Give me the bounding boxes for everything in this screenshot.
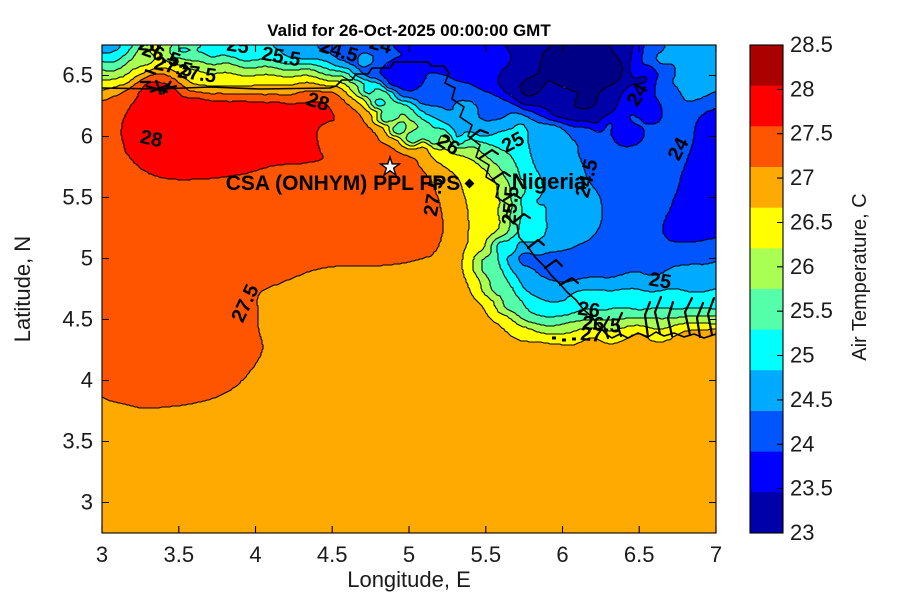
svg-text:6.5: 6.5 bbox=[62, 63, 93, 88]
svg-text:26: 26 bbox=[137, 33, 161, 57]
svg-text:Longitude, E: Longitude, E bbox=[347, 567, 471, 592]
svg-text:6: 6 bbox=[81, 124, 93, 149]
svg-text:28: 28 bbox=[790, 76, 814, 101]
svg-text:3.5: 3.5 bbox=[62, 429, 93, 454]
svg-text:28: 28 bbox=[138, 126, 164, 152]
svg-text:27.5: 27.5 bbox=[790, 121, 833, 146]
svg-text:5: 5 bbox=[81, 246, 93, 271]
svg-text:4: 4 bbox=[249, 542, 261, 567]
svg-text:Valid for 26-Oct-2025 00:00:00: Valid for 26-Oct-2025 00:00:00 GMT bbox=[267, 21, 551, 40]
svg-text:3: 3 bbox=[81, 490, 93, 515]
svg-text:27: 27 bbox=[790, 165, 814, 190]
svg-text:4.5: 4.5 bbox=[62, 307, 93, 332]
svg-text:27: 27 bbox=[579, 323, 603, 347]
svg-text:Air Temperature, C: Air Temperature, C bbox=[849, 193, 871, 360]
svg-text:CSA (ONHYM) PPL FPS: CSA (ONHYM) PPL FPS bbox=[226, 172, 461, 195]
svg-text:23.5: 23.5 bbox=[790, 476, 833, 501]
svg-text:26: 26 bbox=[576, 298, 601, 323]
svg-text:3: 3 bbox=[96, 542, 108, 567]
svg-text:25: 25 bbox=[647, 268, 673, 294]
svg-text:6: 6 bbox=[556, 542, 568, 567]
svg-text:6.5: 6.5 bbox=[624, 542, 655, 567]
svg-text:7: 7 bbox=[710, 542, 722, 567]
svg-text:24: 24 bbox=[790, 431, 814, 456]
svg-text:26.5: 26.5 bbox=[581, 312, 622, 337]
svg-text:26.5: 26.5 bbox=[790, 210, 833, 235]
svg-text:3.5: 3.5 bbox=[164, 542, 195, 567]
svg-text:25.5: 25.5 bbox=[790, 298, 833, 323]
svg-text:25: 25 bbox=[225, 34, 250, 59]
svg-text:5: 5 bbox=[403, 542, 415, 567]
svg-text:4.5: 4.5 bbox=[317, 542, 348, 567]
svg-text:25.5: 25.5 bbox=[498, 185, 523, 226]
svg-text:Nigeria: Nigeria bbox=[512, 169, 587, 194]
svg-text:5.5: 5.5 bbox=[62, 185, 93, 210]
svg-text:23: 23 bbox=[790, 520, 814, 545]
svg-text:Latitude, N: Latitude, N bbox=[10, 236, 35, 342]
svg-text:28.5: 28.5 bbox=[790, 32, 833, 57]
svg-text:25: 25 bbox=[790, 343, 814, 368]
svg-text:4: 4 bbox=[81, 368, 93, 393]
svg-text:26: 26 bbox=[790, 254, 814, 279]
svg-text:27.5: 27.5 bbox=[176, 60, 218, 87]
svg-text:5.5: 5.5 bbox=[471, 542, 502, 567]
svg-text:24.5: 24.5 bbox=[790, 387, 833, 412]
